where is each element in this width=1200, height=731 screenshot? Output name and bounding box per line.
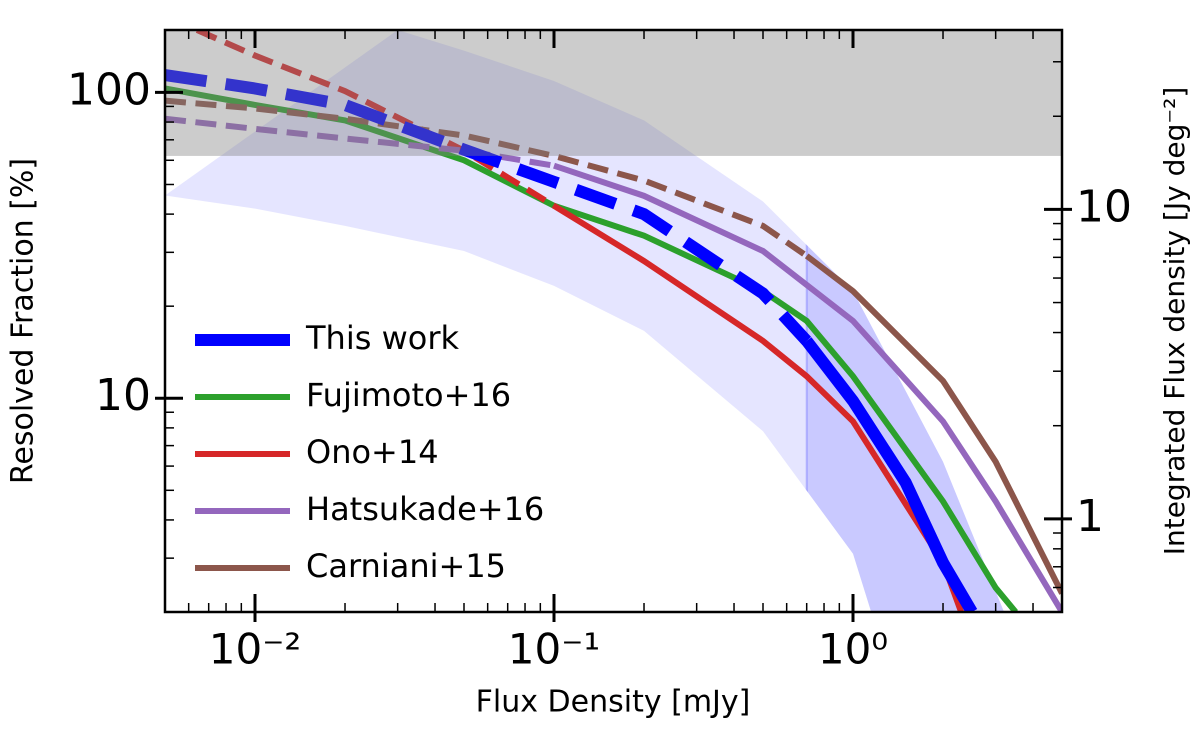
- x-tick-label: 10⁻¹: [508, 625, 600, 674]
- y-tick-label: 10: [95, 370, 151, 421]
- legend-label: This work: [305, 319, 459, 357]
- x-axis-label: Flux Density [mJy]: [476, 685, 751, 720]
- series-line-dashed: [195, 30, 556, 209]
- series-line: [804, 253, 1062, 595]
- series-line-dashed: [165, 69, 812, 345]
- y2-tick-label: 1: [1076, 491, 1104, 542]
- series-line: [801, 337, 978, 612]
- series-line-dashed: [165, 97, 809, 259]
- legend-label: Hatsukade+16: [306, 490, 544, 528]
- legend-label: Fujimoto+16: [306, 376, 511, 414]
- gray-band: [165, 30, 1062, 156]
- legend-label: Carniani+15: [306, 547, 506, 585]
- plot-area: [165, 30, 1062, 612]
- x-tick-label: 10⁰: [818, 625, 888, 674]
- y-tick-label: 100: [67, 64, 151, 115]
- y2-tick-label: 10: [1076, 181, 1132, 232]
- uncertainty-band: [165, 30, 1005, 612]
- y-axis-label: Resolved Fraction [%]: [6, 158, 41, 484]
- axes: 10⁻² 10⁻¹ 10⁰ 10 100 1 10 This work Fujimoto+16 O…: [67, 28, 1132, 674]
- series-line: [553, 162, 1062, 612]
- x-tick-label: 10⁻²: [209, 625, 301, 674]
- frame: [163, 28, 1064, 614]
- legend-label: Ono+14: [306, 433, 439, 471]
- y2-axis-label: Integrated Flux density [Jy deg⁻²]: [1158, 87, 1191, 556]
